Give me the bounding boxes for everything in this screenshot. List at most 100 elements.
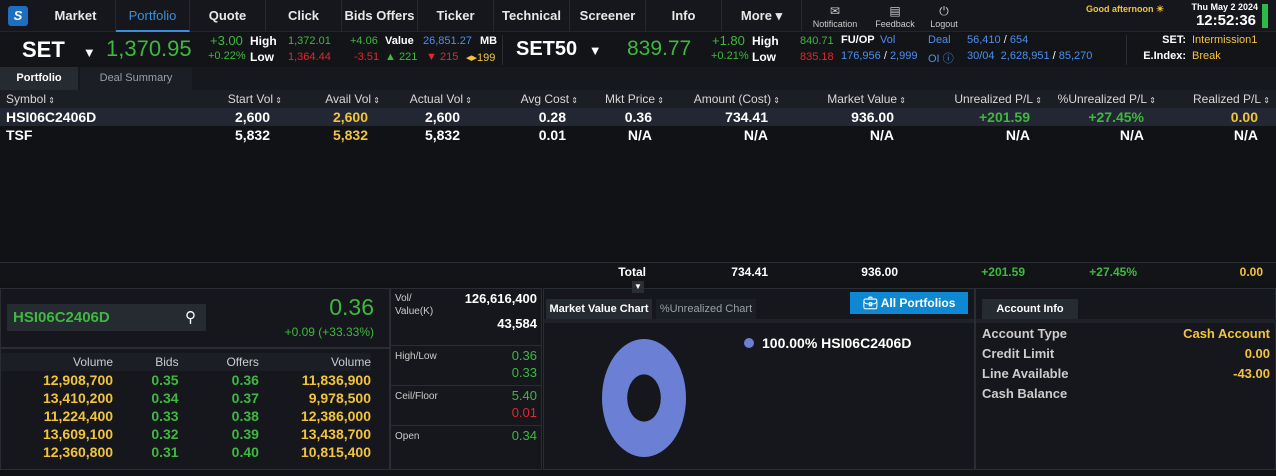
table-cell: 2,600: [386, 108, 478, 126]
legend-symbol: HSI06C2406D: [821, 335, 912, 351]
quote-volume: 126,616,400: [464, 291, 537, 306]
account-field-label: Credit Limit: [982, 346, 1055, 361]
legend-swatch: [744, 338, 754, 348]
quote-change: +0.09 (+33.33%): [284, 325, 374, 339]
offer-price: 0.38: [231, 408, 259, 424]
table-cell: 0.28: [478, 108, 584, 126]
feedback-button[interactable]: ▤ Feedback: [870, 3, 920, 29]
table-cell: N/A: [869, 127, 894, 143]
account-field-value: Cash Account: [1183, 326, 1270, 341]
column-header[interactable]: Avg Cost ⇕: [478, 90, 584, 108]
table-cell: 2,600: [288, 108, 386, 126]
table-row[interactable]: HSI06C2406D 2,600 2,600 2,600 0.28 0.36 734.41…: [0, 108, 1276, 126]
symbol-input[interactable]: [7, 304, 167, 331]
sort-icon: ⇕: [655, 96, 664, 105]
quote-ceil: 5.40: [511, 388, 537, 403]
total-unrealized: +201.59: [981, 265, 1025, 279]
tab-unrealized-chart[interactable]: %Unrealized Chart: [656, 299, 756, 319]
account-field-label: Cash Balance: [982, 386, 1068, 401]
table-cell: +27.45%: [1048, 108, 1162, 126]
account-row: Cash Balance: [982, 386, 1270, 401]
app-logo[interactable]: S: [8, 6, 28, 26]
account-row: Line Available -43.00: [982, 366, 1270, 381]
account-field-label: Line Available: [982, 366, 1069, 381]
column-header[interactable]: Realized P/L ⇕: [1162, 90, 1276, 108]
logout-label: Logout: [930, 19, 958, 29]
column-header[interactable]: Amount (Cost) ⇕: [670, 90, 786, 108]
portfolio-table: Symbol ⇕ Start Vol ⇕ Avail Vol ⇕ Actual Vol…: [0, 90, 1276, 144]
table-cell: N/A: [1233, 127, 1258, 143]
search-icon[interactable]: ⚲: [185, 309, 196, 326]
account-panel: Account Info: [975, 288, 1276, 470]
quote-open: 0.34: [511, 428, 537, 443]
collapse-toggle-icon[interactable]: ▼: [632, 281, 644, 293]
offer-volume: 12,386,000: [300, 408, 371, 424]
legend-pct: 100.00%: [762, 335, 818, 351]
total-realized: 0.00: [1239, 265, 1263, 279]
column-header[interactable]: Unrealized P/L ⇕: [912, 90, 1048, 108]
clock: 12:52:36: [1195, 12, 1256, 29]
logout-button[interactable]: ⏻ Logout: [924, 3, 964, 29]
sort-icon: ⇕: [897, 96, 906, 105]
symbol-search[interactable]: ⚲: [7, 304, 206, 331]
column-header[interactable]: Market Value ⇕: [786, 90, 912, 108]
bid-offer-row[interactable]: 12,360,800 0.31 0.40 10,815,400: [1, 443, 371, 461]
table-cell: 936.00: [786, 108, 912, 126]
bid-offer-row[interactable]: 11,224,400 0.33 0.38 12,386,000: [1, 407, 371, 425]
nav-portfolio[interactable]: Portfolio: [116, 0, 190, 32]
info-icon[interactable]: ⓘ: [942, 53, 954, 65]
op-vol: 2,999: [889, 50, 918, 62]
table-cell: TSF: [6, 127, 33, 143]
offer-volume: 10,815,400: [300, 444, 371, 460]
nav-market[interactable]: Market: [36, 0, 116, 32]
nav-screener[interactable]: Screener: [570, 0, 646, 32]
column-header[interactable]: Start Vol ⇕: [180, 90, 288, 108]
set-high: 1,372.01: [288, 35, 331, 47]
column-header[interactable]: Symbol ⇕: [0, 90, 180, 108]
nav-click[interactable]: Click: [266, 0, 342, 32]
unchanged-icon: ◂▸: [466, 52, 478, 64]
high-label: High: [250, 34, 277, 48]
nav-more[interactable]: More ▾: [722, 0, 802, 32]
set-index-selector[interactable]: SET ▼: [22, 37, 96, 63]
column-header-label: Realized P/L: [1193, 92, 1262, 106]
set50-index-selector[interactable]: SET50 ▼: [516, 38, 602, 61]
column-header-label: Amount (Cost): [693, 92, 772, 106]
offer-price: 0.37: [231, 390, 259, 406]
chart-legend: 100.00% HSI06C2406D: [744, 335, 911, 351]
tab-account-info[interactable]: Account Info: [982, 299, 1078, 319]
table-cell: 0.01: [538, 127, 566, 143]
high-low-label: High/Low: [395, 351, 437, 362]
set-change: +3.00: [210, 33, 243, 48]
sort-icon: ⇕: [1033, 96, 1042, 105]
donut-slice[interactable]: [602, 339, 686, 457]
bid-offer-row[interactable]: 13,609,100 0.32 0.39 13,438,700: [1, 425, 371, 443]
column-header[interactable]: Actual Vol ⇕: [386, 90, 478, 108]
oi-date: 30/04: [967, 50, 995, 62]
tab-deal-summary[interactable]: Deal Summary: [80, 67, 192, 90]
nav-ticker[interactable]: Ticker: [418, 0, 494, 32]
column-header[interactable]: Avail Vol ⇕: [288, 90, 386, 108]
table-row[interactable]: TSF 5,832 5,832 5,832 0.01 N/A N/A N/A N/A N/A N/A: [0, 126, 1276, 144]
all-portfolios-button[interactable]: 💼︎ All Portfolios: [850, 292, 968, 314]
set-last: 1,370.95: [106, 36, 192, 61]
column-header[interactable]: Mkt Price ⇕: [584, 90, 670, 108]
table-cell: 734.41: [670, 108, 786, 126]
column-header[interactable]: %Unrealized P/L ⇕: [1048, 90, 1162, 108]
index-ticker: SET ▼ 1,370.95 +3.00 +0.22% High Low 1,3…: [0, 33, 1276, 67]
nav-technical[interactable]: Technical: [494, 0, 570, 32]
tab-market-value-chart[interactable]: Market Value Chart: [546, 299, 652, 319]
nav-bids-offers[interactable]: Bids Offers: [342, 0, 418, 32]
sort-icon: ⇕: [569, 96, 578, 105]
offer-price: 0.36: [231, 372, 259, 388]
set50-high-label: High: [752, 34, 779, 48]
column-header-label: %Unrealized P/L: [1057, 92, 1148, 106]
table-cell: 5,832: [424, 127, 460, 143]
tab-portfolio[interactable]: Portfolio: [0, 67, 78, 90]
nav-info[interactable]: Info: [646, 0, 722, 32]
column-header-label: Start Vol: [227, 92, 274, 106]
nav-quote[interactable]: Quote: [190, 0, 266, 32]
bid-offer-row[interactable]: 13,410,200 0.34 0.37 9,978,500: [1, 389, 371, 407]
notification-button[interactable]: ✉ Notification: [810, 3, 860, 29]
bid-offer-row[interactable]: 12,908,700 0.35 0.36 11,836,900: [1, 371, 371, 389]
